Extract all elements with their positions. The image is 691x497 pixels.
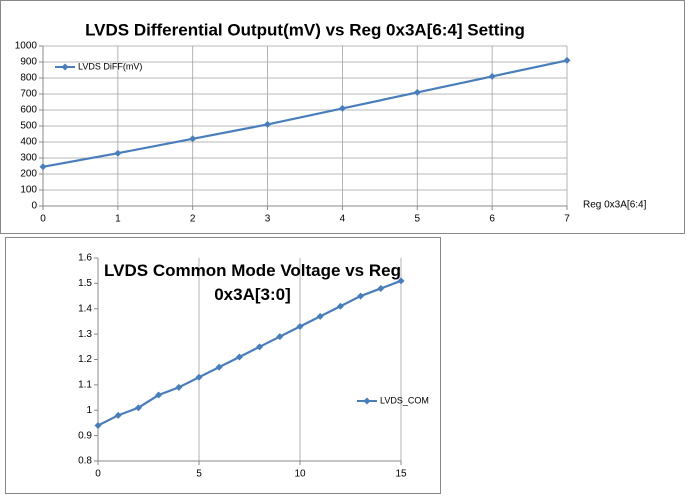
data-point	[357, 292, 365, 300]
data-point	[155, 391, 163, 399]
data-point	[397, 277, 405, 285]
data-point	[134, 404, 142, 412]
y-tick-label: 400	[20, 137, 37, 148]
x-tick-label: 5	[196, 469, 202, 480]
y-tick-label: 1.5	[78, 278, 92, 289]
legend-label: LVDS_COM	[380, 395, 429, 405]
y-tick-label: 1.6	[78, 253, 92, 264]
chart-frame	[0, 0, 685, 234]
y-tick-label: 900	[20, 57, 37, 68]
data-point	[195, 373, 203, 381]
data-point	[114, 149, 122, 157]
data-point	[377, 284, 385, 292]
data-line	[42, 59, 568, 168]
chart-title: LVDS Common Mode Voltage vs Reg 0x3A[3:0…	[104, 261, 401, 304]
x-tick-label: 4	[340, 214, 346, 225]
legend-label: LVDS DiFF(mV)	[78, 61, 142, 71]
y-tick-label: 600	[20, 105, 37, 116]
data-point	[94, 421, 102, 429]
data-line	[97, 279, 402, 427]
data-point	[296, 323, 304, 331]
data-point	[189, 135, 197, 143]
y-tick-label: 0.9	[78, 430, 92, 441]
x-tick-label: 10	[294, 469, 306, 480]
data-point	[336, 302, 344, 310]
y-tick-label: 1.4	[78, 303, 92, 314]
data-point	[413, 88, 421, 96]
y-tick-label: 300	[20, 153, 37, 164]
data-point	[276, 333, 284, 341]
data-point	[175, 383, 183, 391]
data-point	[338, 104, 346, 112]
legend-marker	[363, 397, 371, 405]
y-tick-label: 700	[20, 89, 37, 100]
y-tick-label: 800	[20, 73, 37, 84]
y-tick-label: 100	[20, 185, 37, 196]
chart-frame	[5, 237, 441, 494]
y-tick-label: 0.8	[78, 456, 92, 467]
x-tick-label: 7	[564, 214, 570, 225]
x-tick-label: 2	[190, 214, 196, 225]
y-tick-label: 1.2	[78, 354, 92, 365]
x-tick-label: 0	[40, 214, 46, 225]
data-point	[488, 72, 496, 80]
x-tick-label: 0	[95, 469, 101, 480]
data-point	[39, 163, 47, 171]
x-axis-label: Reg 0x3A[6:4]	[583, 200, 647, 211]
y-tick-label: 1000	[15, 41, 38, 52]
data-point	[114, 411, 122, 419]
x-tick-label: 5	[415, 214, 421, 225]
data-point	[563, 56, 571, 64]
data-point	[256, 343, 264, 351]
y-tick-label: 1.1	[78, 380, 92, 391]
legend-marker	[61, 63, 69, 71]
y-tick-label: 200	[20, 169, 37, 180]
data-point	[316, 312, 324, 320]
chart-title: LVDS Differential Output(mV) vs Reg 0x3A…	[85, 20, 525, 39]
y-tick-label: 1	[86, 405, 92, 416]
x-tick-label: 1	[115, 214, 121, 225]
y-tick-label: 0	[31, 201, 37, 212]
y-tick-label: 1.3	[78, 329, 92, 340]
x-tick-label: 3	[265, 214, 271, 225]
x-tick-label: 15	[395, 469, 407, 480]
x-tick-label: 6	[489, 214, 495, 225]
y-tick-label: 500	[20, 121, 37, 132]
data-point	[264, 120, 272, 128]
data-point	[215, 363, 223, 371]
data-point	[235, 353, 243, 361]
